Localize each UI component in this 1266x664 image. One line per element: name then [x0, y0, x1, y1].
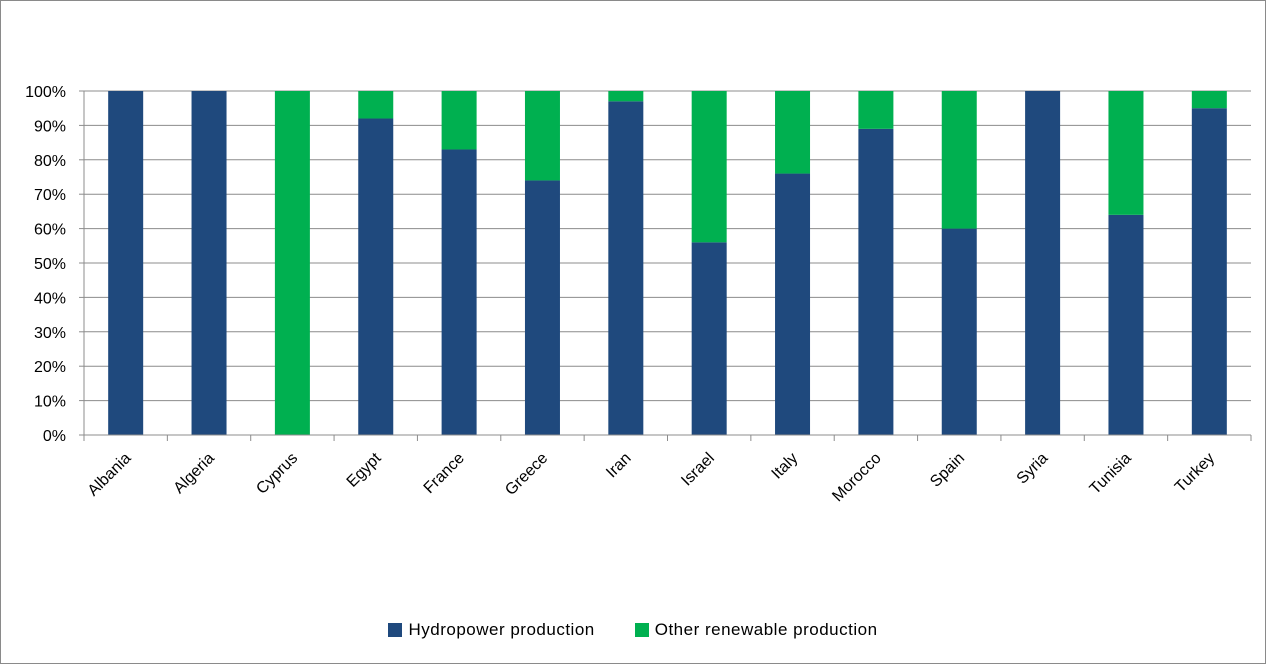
bars [108, 91, 1227, 436]
x-tick-label-algeria: Algeria [171, 450, 218, 497]
legend-label-other-renewable: Other renewable production [654, 620, 878, 639]
x-tick-label-tunisia: Tunisia [1087, 450, 1135, 498]
x-tick-label-turkey: Turkey [1172, 450, 1218, 496]
bar-turkey-other-renewable [1191, 91, 1227, 109]
legend-swatch-hydropower [388, 623, 403, 637]
legend-label-hydropower: Hydropower production [408, 620, 595, 639]
y-tick-label-50pct: 50% [34, 256, 66, 273]
bar-spain-hydropower [941, 228, 977, 435]
y-tick-label-10pct: 10% [34, 394, 66, 411]
y-tick-label-40pct: 40% [34, 290, 66, 307]
x-tick-label-iran: Iran [603, 450, 635, 482]
bar-egypt-other-renewable [358, 91, 394, 119]
y-tick-label-90pct: 90% [34, 118, 66, 135]
x-axis-tick-labels: Albania Algeria Cyprus Egypt France Greece Ira… [85, 449, 1218, 505]
gridlines [84, 90, 1251, 436]
legend: Hydropower production Other renewable pr… [0, 620, 1266, 640]
y-tick-label-0pct: 0% [43, 428, 66, 445]
bar-iran-other-renewable [608, 91, 644, 102]
bar-morocco-hydropower [858, 128, 894, 435]
bar-greece-other-renewable [524, 91, 560, 181]
bar-syria-hydropower [1025, 91, 1061, 435]
x-tick-label-albania: Albania [85, 450, 135, 500]
x-tick-label-spain: Spain [927, 450, 968, 491]
bar-morocco-other-renewable [858, 91, 894, 129]
bar-italy-other-renewable [775, 91, 811, 174]
y-axis-tick-labels: 0% 10% 20% 30% 40% 50% 60% 70% 80% 90% 100% [25, 84, 66, 445]
bar-france-other-renewable [441, 91, 477, 150]
bar-france-hydropower [441, 149, 477, 436]
bar-italy-hydropower [775, 173, 811, 435]
bar-spain-other-renewable [941, 91, 977, 229]
x-tick-label-egypt: Egypt [344, 449, 385, 490]
y-tick-label-80pct: 80% [34, 153, 66, 170]
y-tick-label-60pct: 60% [34, 222, 66, 239]
y-tick-label-70pct: 70% [34, 187, 66, 204]
x-tick-label-israel: Israel [678, 450, 718, 490]
x-tick-label-greece: Greece [502, 450, 551, 499]
legend-item-other-renewable: Other renewable production [634, 620, 878, 640]
bar-albania-hydropower [108, 91, 144, 435]
x-tick-label-cyprus: Cyprus [253, 450, 301, 498]
x-tick-label-syria: Syria [1014, 450, 1052, 488]
bar-israel-other-renewable [691, 91, 727, 243]
y-tick-label-20pct: 20% [34, 359, 66, 376]
legend-item-hydropower: Hydropower production [388, 620, 594, 640]
x-tick-label-italy: Italy [769, 450, 802, 483]
bar-turkey-hydropower [1191, 108, 1227, 435]
x-tick-label-morocco: Morocco [829, 450, 884, 505]
bar-egypt-hydropower [358, 118, 394, 436]
bar-algeria-hydropower [191, 91, 227, 435]
bar-tunisia-hydropower [1108, 214, 1144, 435]
bar-israel-hydropower [691, 242, 727, 435]
bar-cyprus-other-renewable [274, 91, 310, 435]
y-tick-label-100pct: 100% [25, 84, 66, 101]
bar-iran-hydropower [608, 101, 644, 435]
y-tick-label-30pct: 30% [34, 325, 66, 342]
bar-greece-hydropower [524, 180, 560, 435]
legend-swatch-other-renewable [634, 623, 649, 637]
bar-tunisia-other-renewable [1108, 91, 1144, 215]
x-tick-label-france: France [421, 450, 468, 497]
axes [79, 90, 1252, 441]
